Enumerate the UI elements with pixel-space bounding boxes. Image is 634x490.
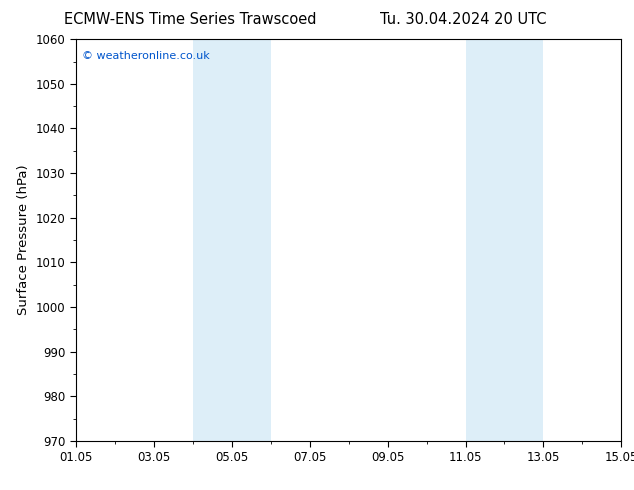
Bar — [465, 39, 543, 441]
Bar — [193, 39, 271, 441]
Text: ECMW-ENS Time Series Trawscoed: ECMW-ENS Time Series Trawscoed — [64, 12, 316, 27]
Y-axis label: Surface Pressure (hPa): Surface Pressure (hPa) — [17, 165, 30, 316]
Text: © weatheronline.co.uk: © weatheronline.co.uk — [82, 51, 209, 61]
Text: Tu. 30.04.2024 20 UTC: Tu. 30.04.2024 20 UTC — [380, 12, 546, 27]
